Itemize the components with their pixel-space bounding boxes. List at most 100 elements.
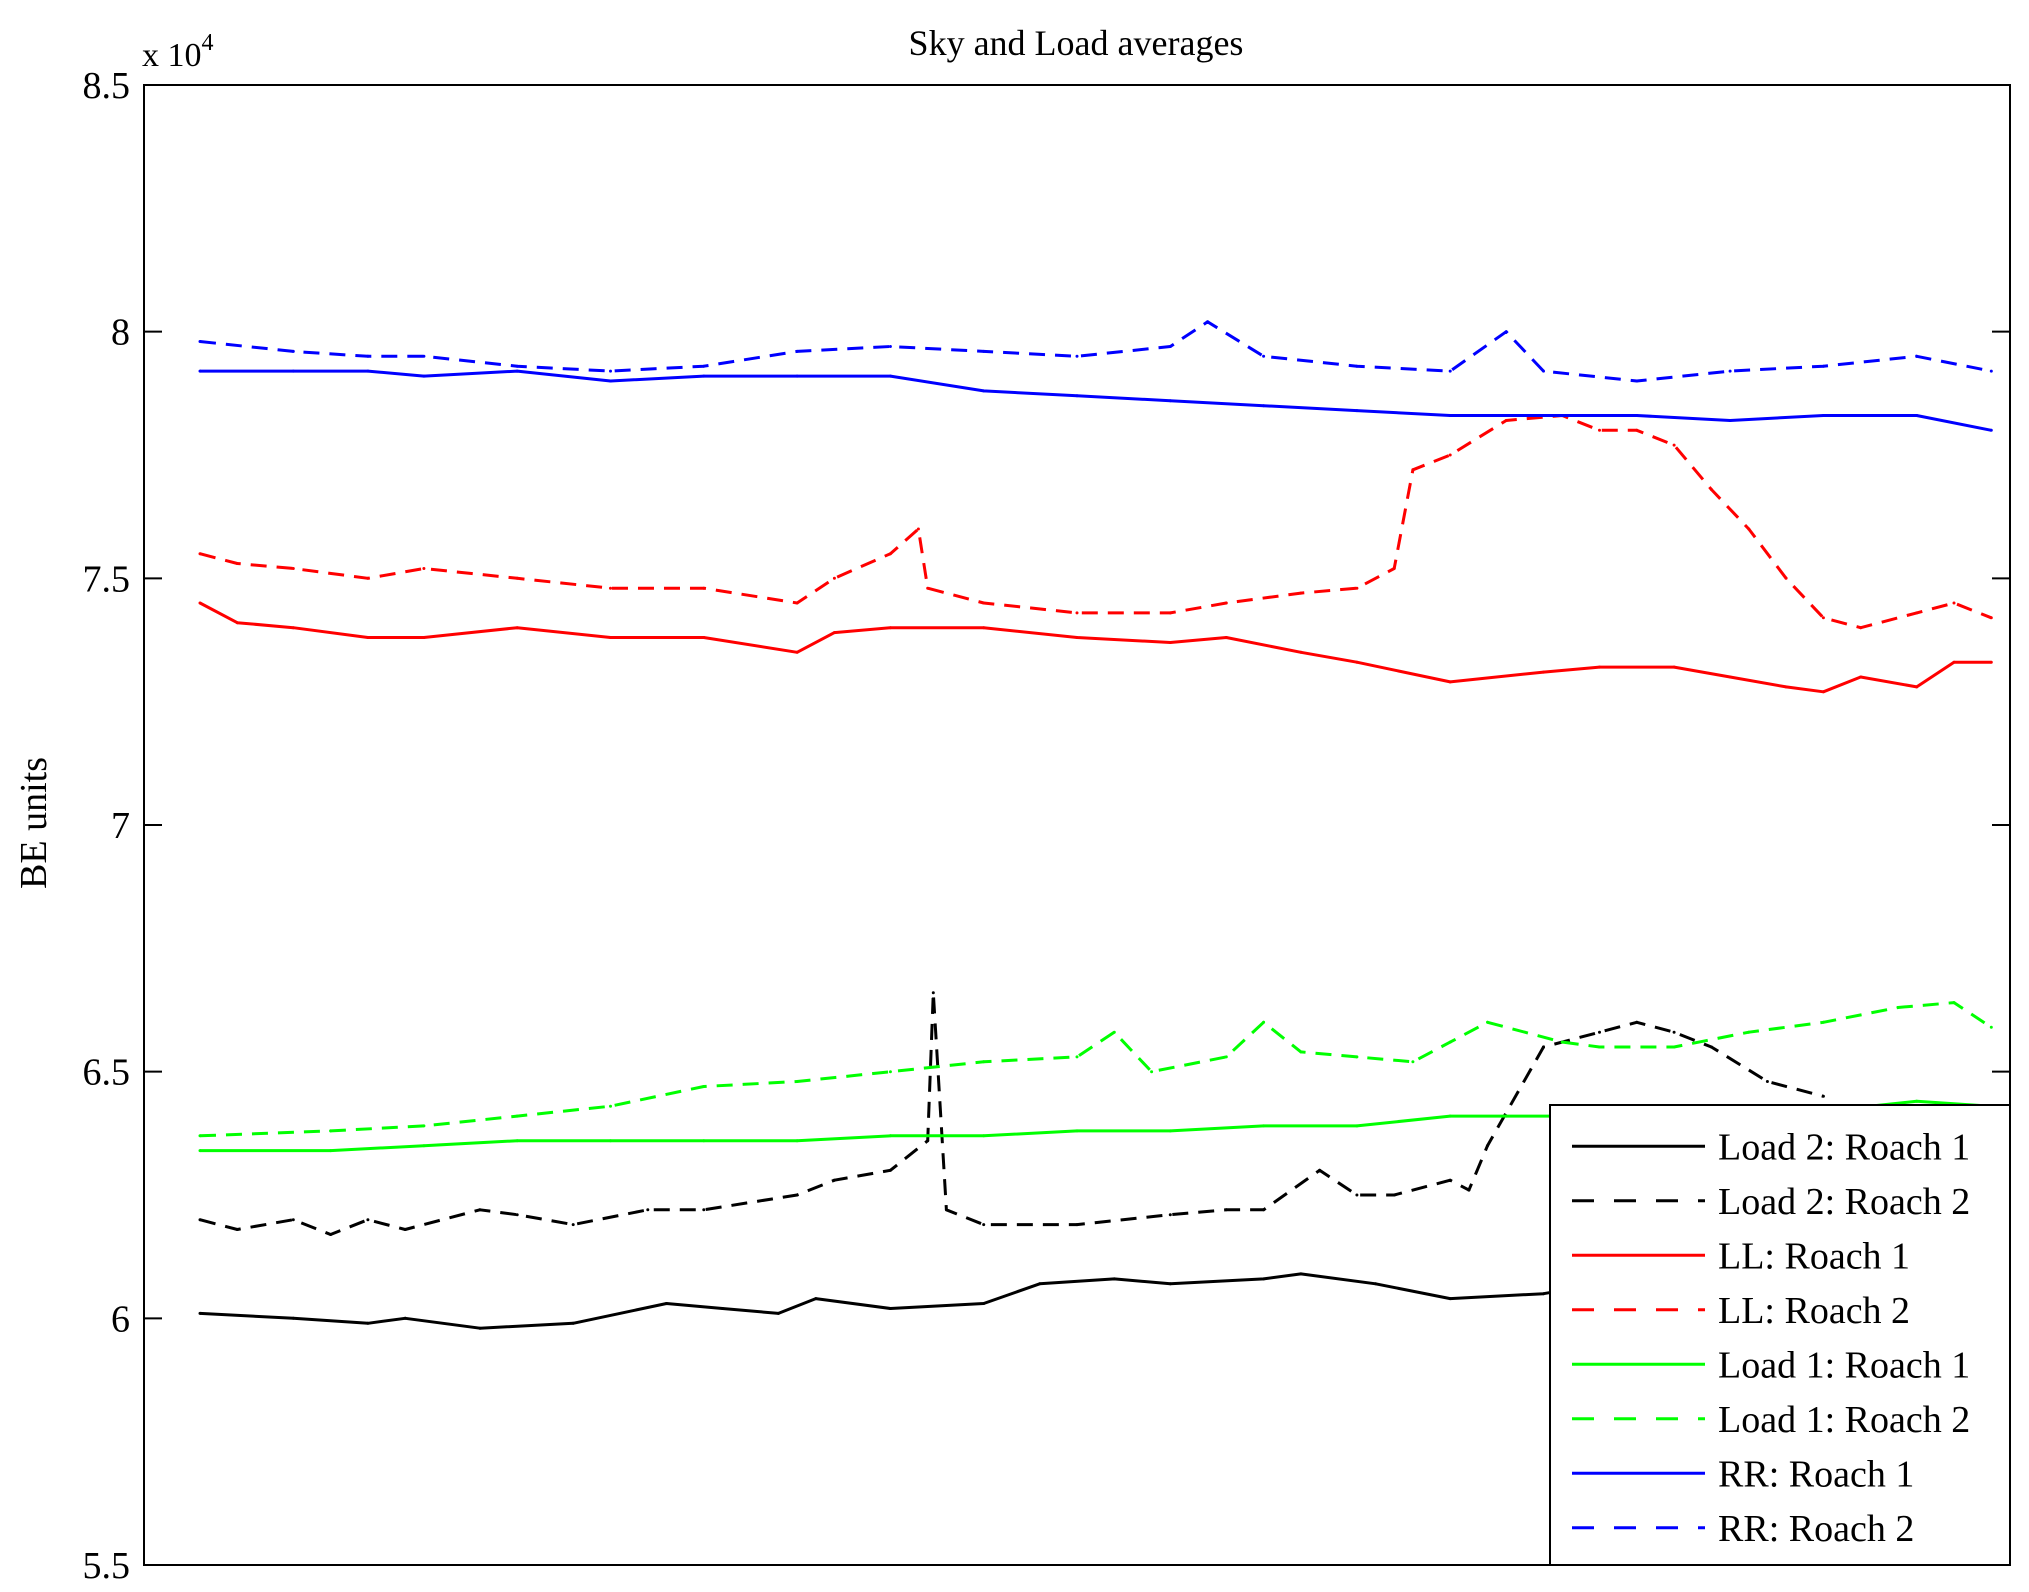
series-point-load-1-roach-2 xyxy=(1672,1045,1676,1049)
series-point-load-2-roach-1 xyxy=(665,1302,668,1305)
series-point-load-2-roach-2 xyxy=(944,1208,948,1212)
series-point-load-1-roach-1 xyxy=(422,1144,426,1148)
series-point-ll-roach-2 xyxy=(1747,527,1751,531)
series-point-load-2-roach-1 xyxy=(1542,1292,1545,1296)
series-point-load-2-roach-2 xyxy=(1821,1094,1825,1098)
legend: Load 2: Roach 1 Load 2: Roach 2 LL: Roach … xyxy=(1549,1104,2011,1566)
series-point-rr-roach-2 xyxy=(1635,379,1639,383)
series-point-rr-roach-2 xyxy=(515,364,519,368)
series-point-load-2-roach-2 xyxy=(1672,1030,1676,1034)
series-point-rr-roach-1 xyxy=(1821,414,1825,417)
series-point-load-2-roach-1 xyxy=(888,1307,892,1310)
series-line-ll-roach-1 xyxy=(199,601,1992,694)
series-point-ll-roach-2 xyxy=(1989,616,1993,620)
series-point-rr-roach-2 xyxy=(1448,369,1452,373)
series-point-load-2-roach-2 xyxy=(329,1233,333,1236)
series-point-ll-roach-1 xyxy=(291,626,295,630)
series-point-ll-roach-2 xyxy=(422,567,426,570)
y-axis-multiplier-base: x 10 xyxy=(142,37,202,74)
series-point-load-1-roach-1 xyxy=(609,1139,612,1143)
series-point-ll-roach-1 xyxy=(832,631,836,635)
series-point-load-1-roach-2 xyxy=(1411,1060,1415,1064)
series-point-ll-roach-2 xyxy=(1635,428,1639,432)
series-point-load-1-roach-2 xyxy=(198,1134,202,1138)
series-point-load-2-roach-2 xyxy=(1224,1208,1228,1212)
series-point-load-1-roach-1 xyxy=(515,1139,519,1143)
series-point-load-2-roach-2 xyxy=(1392,1193,1396,1197)
series-point-load-2-roach-2 xyxy=(235,1228,239,1231)
series-point-ll-roach-2 xyxy=(515,576,519,580)
series-point-load-1-roach-2 xyxy=(888,1070,892,1074)
series-point-load-1-roach-1 xyxy=(702,1139,706,1143)
series-point-load-1-roach-2 xyxy=(1224,1055,1228,1059)
series-point-load-2-roach-2 xyxy=(1448,1178,1452,1182)
series-point-load-1-roach-2 xyxy=(1150,1070,1154,1074)
series-point-load-1-roach-2 xyxy=(422,1124,426,1128)
series-point-ll-roach-2 xyxy=(1784,576,1788,580)
series-point-ll-roach-2 xyxy=(1392,567,1396,570)
series-point-load-2-roach-2 xyxy=(1262,1208,1266,1212)
series-point-ll-roach-2 xyxy=(1859,626,1863,630)
series-point-ll-roach-1 xyxy=(1542,670,1545,674)
series-point-rr-roach-2 xyxy=(1542,369,1545,373)
series-point-ll-roach-2 xyxy=(1952,601,1956,605)
series-point-load-2-roach-2 xyxy=(571,1223,575,1227)
series-point-ll-roach-1 xyxy=(235,621,239,625)
series-point-ll-roach-1 xyxy=(1915,685,1919,689)
series-point-load-2-roach-1 xyxy=(403,1316,407,1320)
y-axis-multiplier: x 104 xyxy=(142,30,214,74)
series-point-rr-roach-1 xyxy=(1262,404,1266,408)
series-point-ll-roach-2 xyxy=(198,552,202,556)
series-point-ll-roach-2 xyxy=(1504,419,1508,422)
series-point-load-2-roach-2 xyxy=(366,1218,370,1222)
series-point-rr-roach-2 xyxy=(1728,369,1732,373)
series-point-ll-roach-2 xyxy=(795,601,799,605)
series-point-rr-roach-1 xyxy=(515,369,519,373)
series-point-ll-roach-2 xyxy=(1299,591,1303,595)
series-point-load-2-roach-2 xyxy=(1635,1020,1639,1024)
series-point-load-2-roach-1 xyxy=(1262,1277,1266,1281)
series-point-rr-roach-2 xyxy=(795,349,799,353)
series-point-load-1-roach-2 xyxy=(1355,1055,1359,1059)
series-point-ll-roach-1 xyxy=(702,636,706,639)
series-point-ll-roach-1 xyxy=(422,636,426,639)
legend-label-load-2-roach-2: Load 2: Roach 2 xyxy=(1718,1181,1970,1223)
series-point-load-2-roach-2 xyxy=(1542,1045,1545,1049)
series-point-rr-roach-2 xyxy=(198,340,202,343)
series-point-load-1-roach-2 xyxy=(1560,1040,1564,1044)
series-point-rr-roach-1 xyxy=(609,379,612,383)
series-point-rr-roach-1 xyxy=(422,374,426,378)
y-axis: 5.5 6 6.5 7 7.5 8 8.5 xyxy=(83,65,2010,1587)
series-point-load-2-roach-2 xyxy=(515,1213,519,1217)
series-point-load-2-roach-2 xyxy=(1075,1223,1079,1227)
series-point-load-1-roach-2 xyxy=(1989,1025,1993,1029)
series-point-load-2-roach-1 xyxy=(478,1326,482,1330)
series-point-load-1-roach-1 xyxy=(1448,1114,1452,1118)
series-line-rr-roach-2 xyxy=(199,320,1992,383)
legend-label-ll-roach-1: LL: Roach 1 xyxy=(1718,1235,1910,1277)
series-point-ll-roach-2 xyxy=(832,576,836,580)
series-point-rr-roach-1 xyxy=(1075,394,1079,398)
y-tick-label: 7 xyxy=(111,805,130,847)
legend-box xyxy=(1549,1104,2011,1566)
series-point-load-2-roach-2 xyxy=(832,1178,836,1182)
series-point-load-2-roach-2 xyxy=(1318,1168,1322,1172)
series-point-ll-roach-1 xyxy=(1224,636,1228,639)
series-point-rr-roach-2 xyxy=(1504,330,1508,334)
series-point-rr-roach-2 xyxy=(702,364,706,368)
series-point-ll-roach-1 xyxy=(1448,680,1452,684)
series-point-rr-roach-1 xyxy=(1989,428,1993,432)
series-point-rr-roach-1 xyxy=(1728,419,1732,422)
series-point-load-2-roach-2 xyxy=(1709,1045,1713,1049)
series-point-ll-roach-1 xyxy=(1168,641,1172,644)
series-point-ll-roach-1 xyxy=(1952,660,1956,664)
series-point-ll-roach-2 xyxy=(1411,468,1415,472)
y-tick-label: 8 xyxy=(111,312,130,354)
chart-title: Sky and Load averages xyxy=(909,23,1244,63)
series-point-ll-roach-1 xyxy=(1989,660,1993,664)
series-point-load-1-roach-1 xyxy=(329,1149,333,1153)
series-point-ll-roach-2 xyxy=(1448,453,1452,457)
series-point-load-2-roach-2 xyxy=(403,1228,407,1231)
series-point-load-1-roach-1 xyxy=(795,1139,799,1143)
